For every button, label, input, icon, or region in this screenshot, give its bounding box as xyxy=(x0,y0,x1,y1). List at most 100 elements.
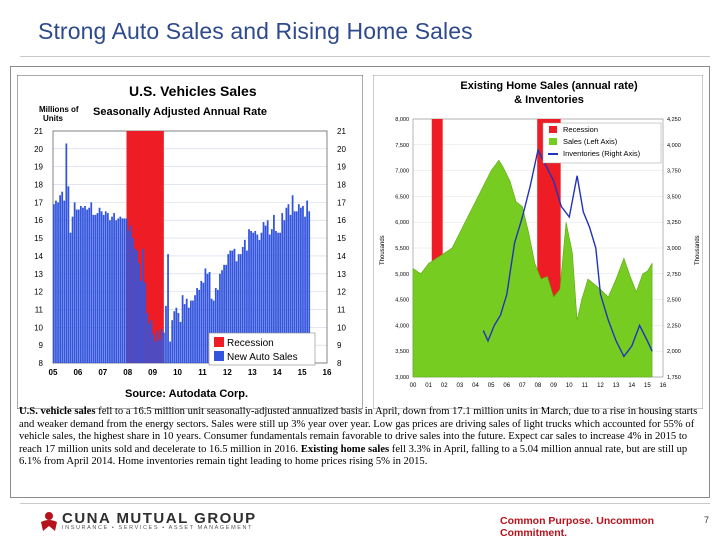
ylabel-line: Units xyxy=(43,114,64,123)
x-tick-label: 13 xyxy=(613,383,620,389)
legend-box xyxy=(542,122,662,164)
sales-bar xyxy=(239,254,242,363)
sales-bar xyxy=(152,334,155,363)
y2-tick-label: 4,250 xyxy=(667,117,681,123)
sales-bar xyxy=(88,207,91,363)
sales-bar xyxy=(129,225,132,363)
sales-bar xyxy=(73,202,76,363)
y-tick-label: 13 xyxy=(34,270,43,279)
x-tick-label: 07 xyxy=(519,383,526,389)
sales-bar xyxy=(125,218,128,363)
sales-bar xyxy=(302,205,304,363)
x-tick-label: 14 xyxy=(628,383,635,389)
y-tick-label-right: 21 xyxy=(337,127,346,136)
sales-bar xyxy=(256,234,259,363)
x-tick-label: 03 xyxy=(457,383,464,389)
x-tick-label: 14 xyxy=(273,368,282,377)
sales-bar xyxy=(204,268,207,363)
y2-tick-label: 3,250 xyxy=(667,220,681,226)
sales-bar xyxy=(285,207,288,363)
sales-bar xyxy=(98,207,101,363)
x-tick-label: 13 xyxy=(248,368,257,377)
title-divider xyxy=(20,56,710,57)
sales-bar xyxy=(283,220,286,363)
commentary-paragraph: U.S. vehicle sales fell to a 16.5 millio… xyxy=(19,406,703,469)
y-tick-label: 14 xyxy=(34,252,43,261)
y2-tick-label: 3,000 xyxy=(667,246,681,252)
legend-swatch xyxy=(549,126,557,133)
sales-area xyxy=(412,159,653,378)
sales-bar xyxy=(192,300,194,363)
sales-bar xyxy=(138,263,140,363)
sales-bar xyxy=(117,218,120,363)
home-chart-ylabel: Thousands xyxy=(380,235,386,265)
y2-tick-label: 2,500 xyxy=(667,298,681,304)
y-tick-label: 7,500 xyxy=(395,143,409,149)
y-tick-label: 8 xyxy=(39,359,44,368)
sales-bar xyxy=(181,295,184,363)
x-tick-label: 08 xyxy=(123,368,132,377)
legend-swatch-sales xyxy=(214,351,224,361)
sales-bar xyxy=(248,229,250,363)
y-tick-label-right: 18 xyxy=(337,181,346,190)
y-tick-label-right: 15 xyxy=(337,234,346,243)
sales-bar xyxy=(150,320,153,363)
sales-bar xyxy=(77,209,80,363)
y-tick-label: 3,000 xyxy=(395,375,409,381)
x-tick-label: 05 xyxy=(488,383,495,389)
sales-bar xyxy=(250,230,252,363)
sales-bar xyxy=(146,313,149,363)
y-tick-label: 5,500 xyxy=(395,246,409,252)
sales-bar xyxy=(219,273,221,363)
sales-bar xyxy=(297,204,300,363)
sales-bar xyxy=(300,207,302,363)
x-tick-label: 07 xyxy=(98,368,107,377)
sales-bar xyxy=(210,298,213,363)
sales-bar xyxy=(113,213,115,363)
x-tick-label: 01 xyxy=(425,383,432,389)
sales-bar xyxy=(237,254,240,363)
sales-bar xyxy=(140,280,142,363)
sales-bar xyxy=(106,213,109,363)
sales-bar xyxy=(173,311,176,363)
sales-bar xyxy=(289,214,292,363)
sales-bar xyxy=(223,264,225,363)
sales-bar xyxy=(163,332,165,363)
vehicle-chart-subtitle: Seasonally Adjusted Annual Rate xyxy=(93,106,267,118)
y-tick-label-right: 11 xyxy=(337,305,346,314)
sales-bar xyxy=(86,209,88,363)
paragraph-segment: fell 3.3% in April, falling to a 5.04 mi… xyxy=(19,443,688,468)
sales-bar xyxy=(266,220,269,363)
sales-bar xyxy=(92,214,95,363)
vehicle-chart-ylabel: Millions of Units xyxy=(39,105,79,123)
sales-bar xyxy=(59,195,61,363)
sales-bar xyxy=(225,264,228,363)
y-tick-label-right: 17 xyxy=(337,198,346,207)
sales-bar xyxy=(142,248,145,363)
sales-bar xyxy=(246,250,248,363)
slide-title: Strong Auto Sales and Rising Home Sales xyxy=(38,18,473,44)
y-tick-label: 11 xyxy=(35,305,44,314)
y-tick-label: 6,500 xyxy=(395,194,409,200)
sales-bar xyxy=(175,307,178,363)
sales-bar xyxy=(229,250,232,363)
sales-bar xyxy=(111,216,113,363)
sales-bar xyxy=(121,218,124,363)
legend-swatch-recession xyxy=(214,337,224,347)
cuna-logo-icon xyxy=(41,512,57,531)
sales-bar xyxy=(53,204,55,363)
y-tick-label: 5,000 xyxy=(395,272,409,278)
sales-bar xyxy=(231,250,234,363)
sales-bar xyxy=(67,186,70,363)
legend-swatch xyxy=(549,138,557,145)
vehicle-chart-title: U.S. Vehicles Sales xyxy=(129,83,257,99)
sales-bar xyxy=(148,323,151,363)
sales-bar xyxy=(200,280,203,363)
sales-bar xyxy=(82,207,84,363)
inventory-line xyxy=(482,147,653,358)
x-tick-label: 09 xyxy=(148,368,157,377)
sales-bar xyxy=(156,330,159,363)
sales-bar xyxy=(194,295,196,363)
y-tick-label: 15 xyxy=(34,234,43,243)
sales-bar xyxy=(171,320,174,363)
